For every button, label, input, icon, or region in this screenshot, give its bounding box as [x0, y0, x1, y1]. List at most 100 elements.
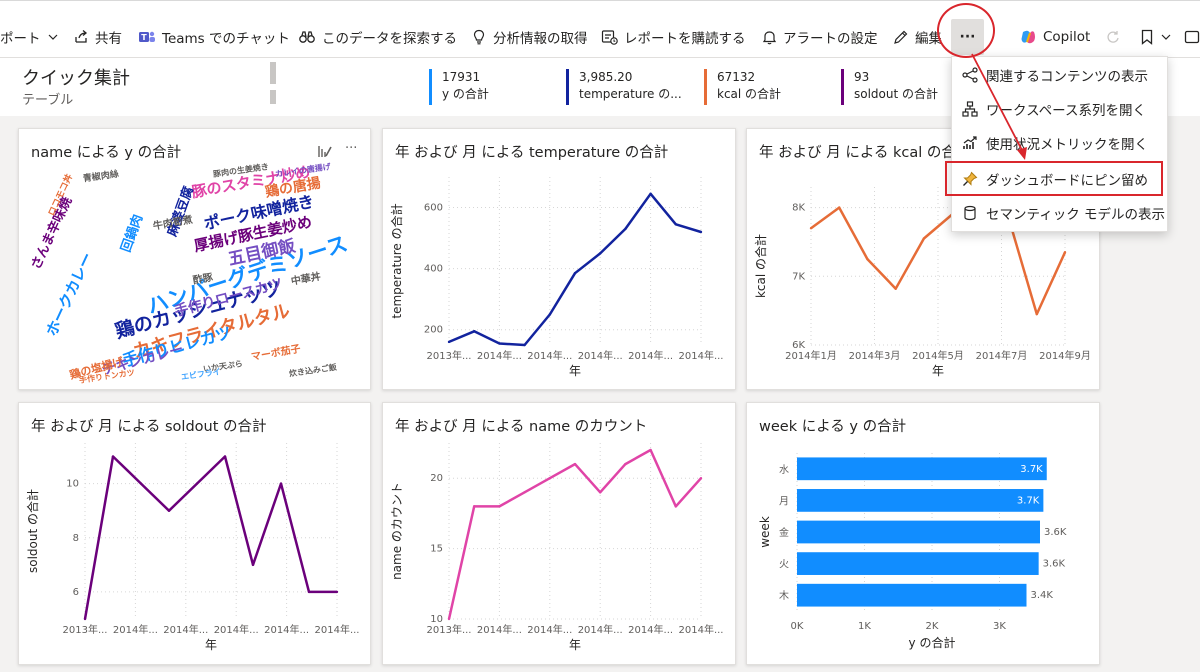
kpi-label: soldout の合計 [854, 87, 939, 101]
soldout-card[interactable]: 年 および 月 による soldout の合計 6 8 10 2013年... 2014… [18, 402, 371, 665]
temperature-line-chart: 200 400 600 2013年... 2014年... 2014年... 2014年..… [389, 177, 724, 378]
namecount-card[interactable]: 年 および 月 による name のカウント 10 15 20 2013年... 201… [382, 402, 736, 665]
y-tick-label: 6 [73, 587, 79, 598]
kpi-temperature-total[interactable]: 3,985.20 temperature の... [566, 69, 681, 105]
y-tick-label: 10 [430, 614, 443, 625]
x-tick-label: 2014年... [628, 349, 673, 362]
data-point [473, 330, 476, 333]
teams-chat-button[interactable]: T Teams でのチャット [138, 17, 290, 57]
kpi-soldout-total[interactable]: 93 soldout の合計 [841, 69, 951, 105]
x-tick-label: 2013年... [427, 623, 472, 636]
window-icon [1184, 30, 1200, 44]
x-tick-label: 2014年... [527, 623, 572, 636]
x-tick-label: 2014年... [264, 623, 309, 636]
data-point [922, 237, 926, 240]
kpi-y-total[interactable]: 17931 y の合計 [429, 69, 549, 105]
data-point [498, 342, 501, 345]
edit-visual-icon[interactable] [317, 143, 333, 159]
report-toolbar: ポート 共有 T Teams でのチャット このデータを探索する 分析情報の取得… [0, 0, 1200, 58]
x-tick-label: 0K [791, 621, 804, 632]
lightbulb-icon [473, 29, 485, 45]
x-tick-label: 2014年... [477, 623, 522, 636]
share-label: 共有 [95, 31, 122, 47]
x-tick-label: 2014年1月 [785, 349, 837, 362]
teams-icon: T [139, 31, 155, 42]
bar [797, 489, 1044, 512]
menu-item-label: ワークスペース系列を開く [986, 103, 1146, 119]
y-tick-label: 火 [779, 559, 789, 571]
y-tick-label: 金 [779, 526, 789, 539]
data-point [523, 491, 526, 494]
card-title: 年 および 月 による kcal の合計 [759, 145, 971, 161]
scroll-marker [270, 90, 276, 104]
y-tick-label: 月 [779, 495, 789, 507]
kpi-kcal-total[interactable]: 67132 kcal の合計 [704, 69, 824, 105]
data-point [838, 206, 841, 209]
bar [797, 583, 1027, 607]
word: 青椒肉絲 [82, 169, 120, 185]
data-point [674, 505, 677, 508]
view-toggle-button[interactable] [1184, 17, 1200, 57]
subscribe-icon [601, 30, 618, 45]
namecount-line-chart: 10 15 20 2013年... 2014年... 2014年... 2014年... 20… [390, 443, 724, 652]
x-tick-label: 2014年9月 [1039, 349, 1091, 362]
data-point [649, 192, 652, 195]
menu-item-related-content[interactable]: 関連するコンテンツの表示 [952, 58, 1169, 92]
menu-item-semantic-model[interactable]: セマンティック モデルの表示 [952, 196, 1169, 230]
chevron-down-icon [48, 34, 57, 40]
y-axis-title: temperature の合計 [389, 203, 404, 318]
word: ホークカレー [42, 249, 97, 339]
y-tick-label: 8 [73, 533, 79, 544]
database-icon [964, 205, 976, 221]
data-point [335, 590, 339, 594]
edit-button[interactable]: 編集 [893, 17, 942, 57]
get-insights-button[interactable]: 分析情報の取得 [471, 17, 588, 57]
data-point [866, 257, 869, 261]
y-tick-label: 8K [792, 203, 805, 214]
menu-item-workspace-lineage[interactable]: ワークスペース系列を開く [952, 92, 1169, 126]
word: マーボ茄子 [250, 343, 302, 364]
wordcloud-card[interactable]: name による y の合計 ··· ハンバーグデミソース 鶏のカッシュナッツ … [18, 128, 371, 390]
data-point [111, 455, 115, 458]
kpi-value: 93 [854, 70, 870, 84]
bell-icon [762, 31, 777, 45]
usage-metrics-icon [963, 136, 977, 149]
bar [797, 457, 1047, 481]
subscribe-button[interactable]: レポートを購読する [601, 17, 746, 57]
data-point [523, 343, 526, 347]
bookmark-button[interactable] [1140, 17, 1178, 57]
data-point [624, 462, 627, 466]
alert-label: アラートの設定 [783, 31, 878, 47]
temperature-card[interactable]: 年 および 月 による temperature の合計 200 400 600 201… [382, 128, 736, 390]
word: 中華丼 [290, 271, 322, 288]
series-line [448, 192, 702, 347]
share-button[interactable]: 共有 [73, 17, 122, 57]
export-button[interactable]: ポート [0, 17, 65, 57]
card-title: 年 および 月 による name のカウント [395, 419, 648, 435]
insights-label: 分析情報の取得 [493, 31, 588, 47]
data-point [548, 313, 551, 316]
wordcloud: ハンバーグデミソース 鶏のカッシュナッツ カキフライタルタル 手作りヒレカツ ポ… [29, 162, 351, 385]
x-tick-label: 2014年... [214, 623, 259, 636]
more-options-button[interactable]: ··· [345, 141, 358, 156]
bookmark-icon [1141, 29, 1153, 45]
refresh-button[interactable] [1106, 17, 1126, 57]
x-axis-title: 年 [932, 364, 944, 378]
week-card[interactable]: week による y の合計 0K 1K 2K 3K 水 3.7K 月 3.7K 金 3.6K 火 3… [746, 402, 1100, 665]
copilot-icon [1021, 30, 1035, 44]
kcal-line-chart: 6K 7K 8K 2014年1月 2014年3月 2014年5月 2014年7月 2014年9… [753, 187, 1091, 378]
quick-summary-subtitle: テーブル [22, 93, 74, 108]
lineage-icon [962, 101, 978, 117]
copilot-button[interactable]: Copilot [1020, 17, 1090, 57]
y-axis-title: soldout の合計 [25, 489, 40, 573]
x-tick-label: 3K [993, 621, 1006, 632]
data-point [251, 563, 255, 567]
data-point [447, 340, 451, 344]
data-point [307, 590, 311, 594]
y-tick-label: 600 [424, 203, 443, 214]
edit-label: 編集 [915, 31, 942, 47]
explore-data-button[interactable]: このデータを探索する [298, 17, 457, 57]
set-alert-button[interactable]: アラートの設定 [762, 17, 878, 57]
menu-item-pin-to-dashboard[interactable]: ダッシュボードにピン留め [952, 162, 1169, 196]
data-point [279, 482, 283, 485]
